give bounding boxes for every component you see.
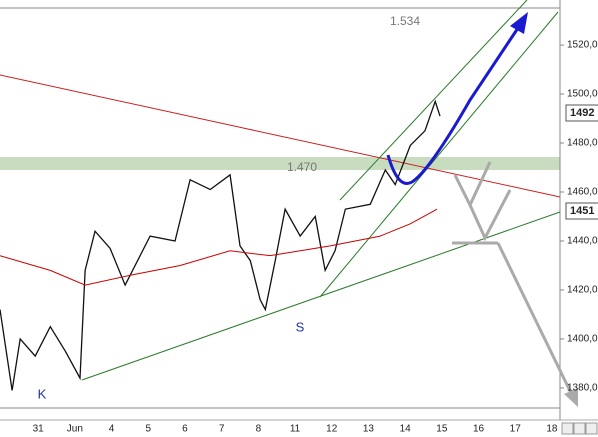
x-tick-label: Jun <box>67 424 83 435</box>
x-tick-label: 13 <box>363 424 375 435</box>
price-label: 1492 <box>570 107 594 119</box>
channel-line <box>319 11 559 298</box>
trendline <box>0 74 561 198</box>
x-tick-label: 8 <box>256 424 262 435</box>
x-tick-label: 4 <box>109 424 115 435</box>
x-tick-label: 7 <box>219 424 225 435</box>
price-box <box>565 202 598 220</box>
x-tick-label: 18 <box>546 424 558 435</box>
y-tick-label: 1380,000 <box>567 383 598 394</box>
x-tick-label: 6 <box>182 424 188 435</box>
arrow-head <box>510 12 528 34</box>
x-tick-label: 11 <box>290 424 301 435</box>
zone-band <box>0 157 560 170</box>
y-tick-label: 1500,000 <box>567 89 598 100</box>
y-tick-label: 1400,000 <box>567 334 598 345</box>
x-tick-label: 12 <box>326 424 338 435</box>
y-tick-label: 1520,000 <box>567 40 598 51</box>
y-tick-label: 1440,000 <box>567 236 598 247</box>
x-tick-label: 5 <box>145 424 151 435</box>
y-tick-label: 1460,000 <box>567 187 598 198</box>
y-tick-label: 1420,000 <box>567 285 598 296</box>
tool-button[interactable] <box>585 422 598 435</box>
tool-button[interactable] <box>561 422 574 435</box>
price-box <box>565 104 598 122</box>
scenario-line <box>496 242 574 396</box>
x-tick-label: 15 <box>436 424 448 435</box>
x-tick-label: 14 <box>400 424 412 435</box>
annotation: 1.470 <box>287 160 317 174</box>
forecast-arrow <box>386 24 522 185</box>
scenario-line <box>468 189 512 242</box>
toolbar[interactable] <box>561 422 598 435</box>
y-tick-label: 1480,000 <box>567 138 598 149</box>
x-tick-label: 17 <box>510 424 522 435</box>
arrow-head <box>564 388 578 407</box>
series-line <box>0 99 441 391</box>
plot <box>0 99 441 391</box>
annotation: 1.534 <box>390 14 420 28</box>
x-tick-label: 31 <box>33 424 45 435</box>
series-line <box>0 208 438 286</box>
price-label: 1451 <box>570 205 594 217</box>
tool-button[interactable] <box>573 422 586 435</box>
annotation: S <box>296 319 305 334</box>
x-tick-label: 16 <box>473 424 485 435</box>
annotation: K <box>38 386 47 401</box>
channel-line <box>339 0 528 201</box>
